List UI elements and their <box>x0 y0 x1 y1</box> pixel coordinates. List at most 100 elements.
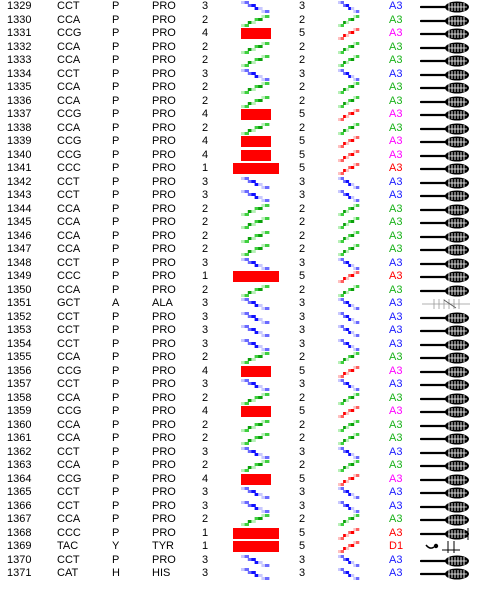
residue-name: PRO <box>152 418 176 431</box>
green-stair-icon <box>338 41 364 54</box>
position-number: 1334 <box>7 67 32 80</box>
table-row: 1337 CCG P PRO 4 5 A3 <box>0 108 477 122</box>
probe-icon <box>419 420 472 432</box>
class-label: A3 <box>389 162 403 174</box>
class-label: A3 <box>389 135 403 147</box>
class-label: A3 <box>389 337 403 350</box>
probe-icon <box>419 325 472 337</box>
amino-acid-code: P <box>112 256 120 269</box>
score-2: 2 <box>299 459 306 471</box>
blue-stair-icon <box>338 311 364 324</box>
score-2: 5 <box>299 540 306 552</box>
probe-icon <box>419 527 472 540</box>
class-label: A3 <box>389 391 403 404</box>
score-2: 5 <box>299 135 306 147</box>
codon: CCA <box>57 229 81 242</box>
score-1: 3 <box>202 445 209 458</box>
score-1: 2 <box>202 351 209 363</box>
red-stair-icon <box>338 527 364 540</box>
table-row: 1345 CCA P PRO 2 2 A3 <box>0 216 477 230</box>
residue-name: PRO <box>152 270 176 282</box>
residue-name: PRO <box>152 310 176 323</box>
position-number: 1359 <box>7 405 32 417</box>
residue-name: PRO <box>152 54 176 66</box>
probe-icon <box>419 123 472 135</box>
amino-acid-code: P <box>112 27 120 39</box>
red-stair-icon <box>338 163 364 175</box>
class-label: A3 <box>389 553 403 566</box>
probe-icon <box>419 150 472 162</box>
residue-name: PRO <box>152 94 176 107</box>
table-row: 1351 GCT A ALA 3 3 A3 <box>0 297 477 311</box>
table-row: 1357 CCT P PRO 3 3 A3 <box>0 378 477 392</box>
amino-acid-code: P <box>112 81 120 93</box>
residue-name: PRO <box>152 81 176 93</box>
amino-acid-code: P <box>112 67 120 80</box>
class-label: A3 <box>389 499 403 512</box>
green-stair-icon <box>241 460 273 472</box>
amino-acid-code: P <box>112 121 120 134</box>
green-stair-icon <box>338 433 364 445</box>
green-stair-icon <box>241 392 273 405</box>
score-1: 3 <box>202 567 209 579</box>
score-1: 3 <box>202 310 209 323</box>
codon: CCG <box>57 135 82 147</box>
amino-acid-code: P <box>112 135 120 147</box>
blue-stair-icon <box>338 379 364 391</box>
score-2: 3 <box>299 0 306 12</box>
residue-name: PRO <box>152 459 176 471</box>
blue-stair-icon <box>241 487 273 499</box>
score-2: 3 <box>299 310 306 323</box>
class-label: A3 <box>389 81 403 93</box>
position-number: 1353 <box>7 324 32 336</box>
score-1: 3 <box>202 486 209 498</box>
probe-icon <box>419 487 472 499</box>
codon: GCT <box>57 297 81 309</box>
codon: CCA <box>57 351 81 363</box>
codon: CCG <box>57 364 82 377</box>
green-stair-icon <box>241 55 273 67</box>
score-2: 5 <box>299 364 306 377</box>
class-label: A3 <box>389 513 403 525</box>
score-1: 2 <box>202 54 209 66</box>
amino-acid-code: P <box>112 40 120 53</box>
table-row: 1359 CCG P PRO 4 5 A3 <box>0 405 477 419</box>
position-number: 1364 <box>7 472 32 485</box>
class-label: A3 <box>389 94 403 107</box>
codon: CCT <box>57 189 80 201</box>
position-number: 1361 <box>7 432 32 444</box>
amino-acid-code: P <box>112 324 120 336</box>
blue-stair-icon <box>338 554 364 567</box>
score-1: 3 <box>202 0 209 12</box>
codon: CCA <box>57 40 81 53</box>
table-row: 1349 CCC P PRO 1 5 A3 <box>0 270 477 284</box>
residue-name: PRO <box>152 189 176 201</box>
blue-stair-icon <box>338 500 364 513</box>
amino-acid-code: P <box>112 486 120 498</box>
red-bar <box>241 406 271 417</box>
score-1: 4 <box>202 364 209 377</box>
codon: CCT <box>57 553 80 566</box>
residue-name: PRO <box>152 256 176 269</box>
probe-icon <box>419 1 472 13</box>
codon: CCG <box>57 27 82 39</box>
green-stair-icon <box>241 122 273 135</box>
class-label: A3 <box>389 67 403 80</box>
codon: CCT <box>57 486 80 498</box>
amino-acid-code: P <box>112 337 120 350</box>
amino-acid-code: P <box>112 418 120 431</box>
class-label: A3 <box>389 13 403 26</box>
position-number: 1344 <box>7 202 32 215</box>
red-stair-icon <box>338 271 364 283</box>
score-1: 2 <box>202 513 209 525</box>
table-row: 1340 CCG P PRO 4 5 A3 <box>0 149 477 163</box>
score-1: 2 <box>202 81 209 93</box>
score-1: 3 <box>202 175 209 188</box>
score-2: 2 <box>299 513 306 525</box>
class-label: A3 <box>389 324 403 336</box>
ruler-icon <box>420 298 472 310</box>
residue-name: PRO <box>152 162 176 174</box>
table-row: 1350 CCA P PRO 2 2 A3 <box>0 284 477 298</box>
green-stair-icon <box>241 230 273 243</box>
